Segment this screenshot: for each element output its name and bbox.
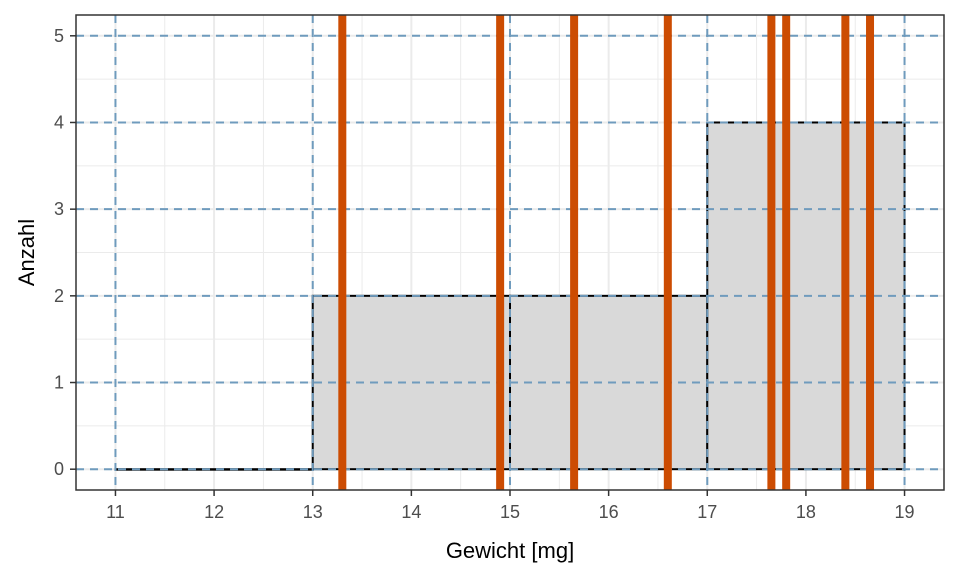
x-tick-label: 18 [796,502,816,522]
x-axis-title: Gewicht [mg] [446,538,574,563]
x-tick-label: 16 [599,502,619,522]
y-axis-title: Anzahl [14,219,39,286]
x-tick-label: 15 [500,502,520,522]
y-tick-label: 0 [54,459,64,479]
x-axis-ticks: 11 12 13 14 15 16 17 18 19 [106,490,915,522]
y-tick-label: 4 [54,112,64,132]
x-tick-label: 13 [303,502,323,522]
y-tick-label: 3 [54,199,64,219]
histogram-bar [114,468,314,471]
x-tick-label: 17 [697,502,717,522]
observation-lines [338,15,875,490]
y-axis-ticks: 0 1 2 3 4 5 [54,26,76,479]
x-tick-label: 19 [895,502,915,522]
x-tick-label: 12 [204,502,224,522]
y-tick-label: 5 [54,26,64,46]
y-tick-label: 2 [54,286,64,306]
x-tick-label: 11 [106,502,125,522]
reference-lines [76,15,944,490]
x-tick-label: 14 [401,502,421,522]
y-tick-label: 1 [54,373,64,393]
